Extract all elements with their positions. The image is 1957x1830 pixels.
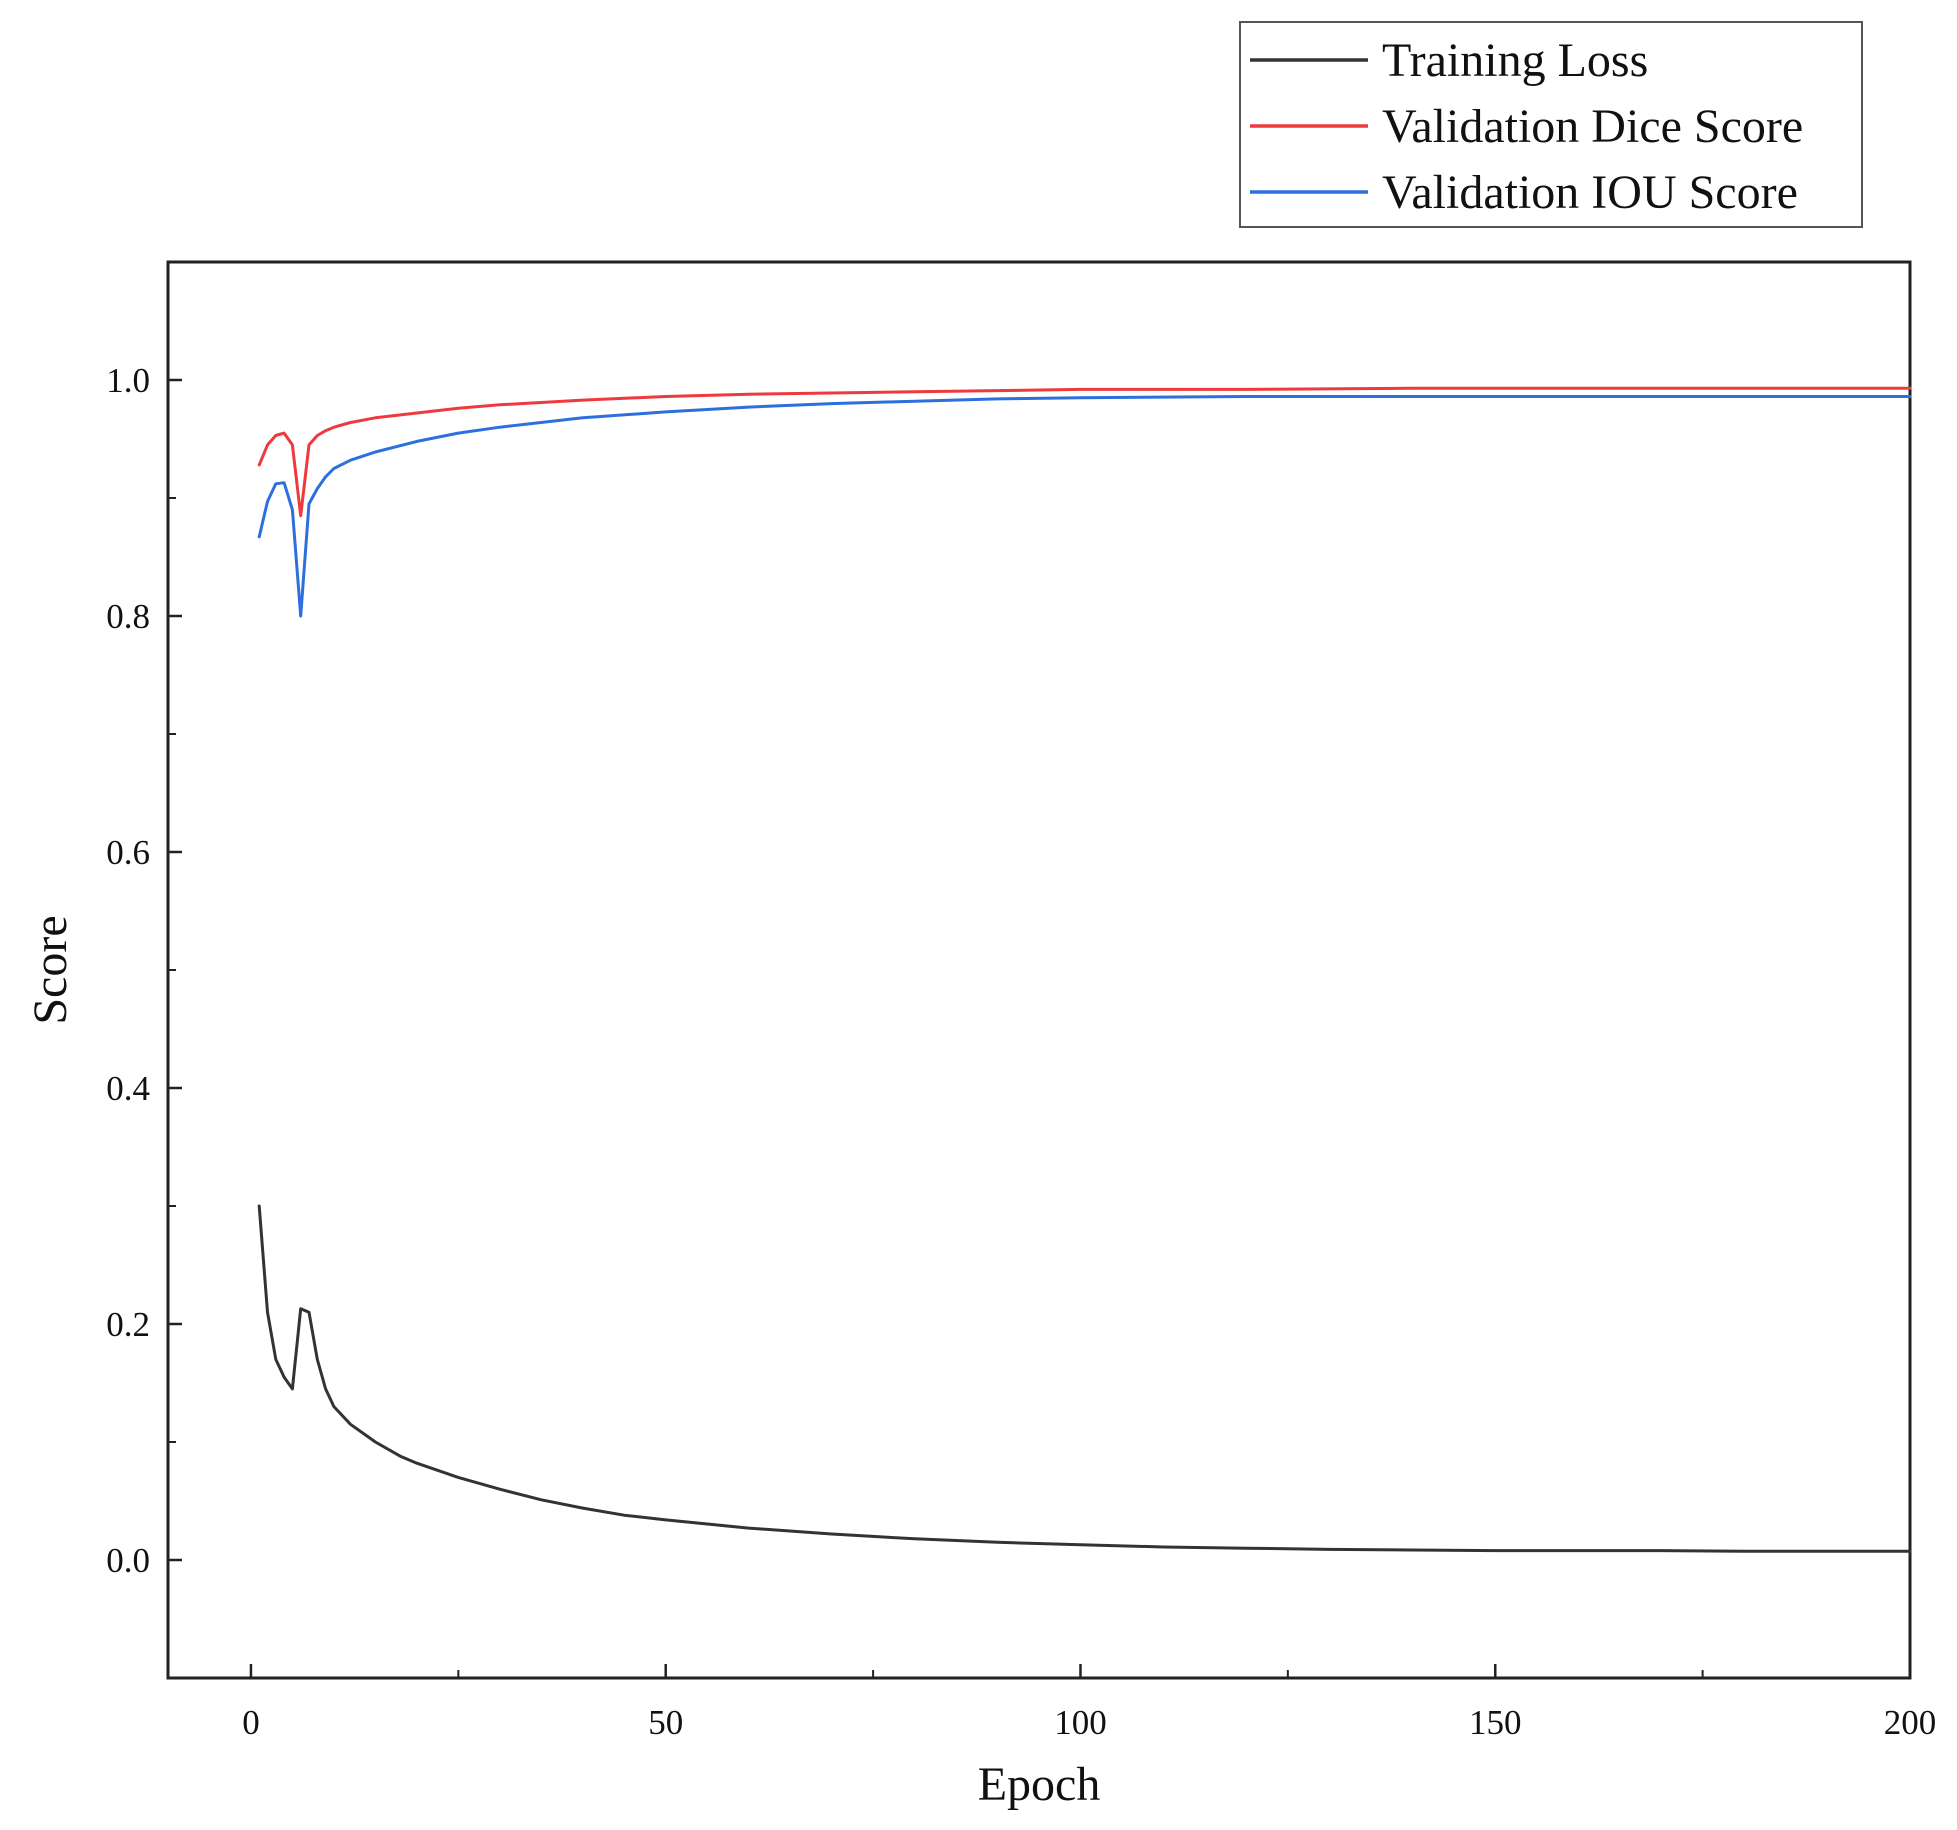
tick-labels: 0 50 100 150 200 0.0 0.2 0.4 0.6 0.8 1.0 [106, 361, 1936, 1742]
ticks [168, 261, 1912, 1679]
y-tick-label: 0.2 [106, 1305, 150, 1344]
x-tick-label: 150 [1469, 1703, 1522, 1742]
x-tick-label: 0 [242, 1703, 260, 1742]
x-tick-label: 100 [1054, 1703, 1107, 1742]
series-line-1 [257, 1204, 1912, 1553]
series-line-3 [257, 395, 1912, 618]
y-tick-label: 0.0 [106, 1541, 150, 1580]
legend-label: Validation Dice Score [1382, 100, 1803, 153]
plot-frame [166, 260, 1912, 1680]
y-tick-label: 1.0 [106, 361, 150, 400]
x-axis-title: Epoch [978, 1758, 1101, 1811]
y-axis-title: Score [24, 915, 77, 1024]
y-tick-label: 0.6 [106, 833, 150, 872]
x-tick-label: 50 [648, 1703, 683, 1742]
series-lines [257, 386, 1912, 1553]
y-tick-label: 0.4 [106, 1069, 150, 1108]
legend: Training Loss Validation Dice Score Valida… [1239, 21, 1863, 228]
legend-label: Training Loss [1382, 34, 1648, 87]
y-tick-label: 0.8 [106, 597, 150, 636]
legend-label: Validation IOU Score [1382, 166, 1798, 219]
x-tick-label: 200 [1884, 1703, 1937, 1742]
series-line-2 [257, 386, 1912, 518]
